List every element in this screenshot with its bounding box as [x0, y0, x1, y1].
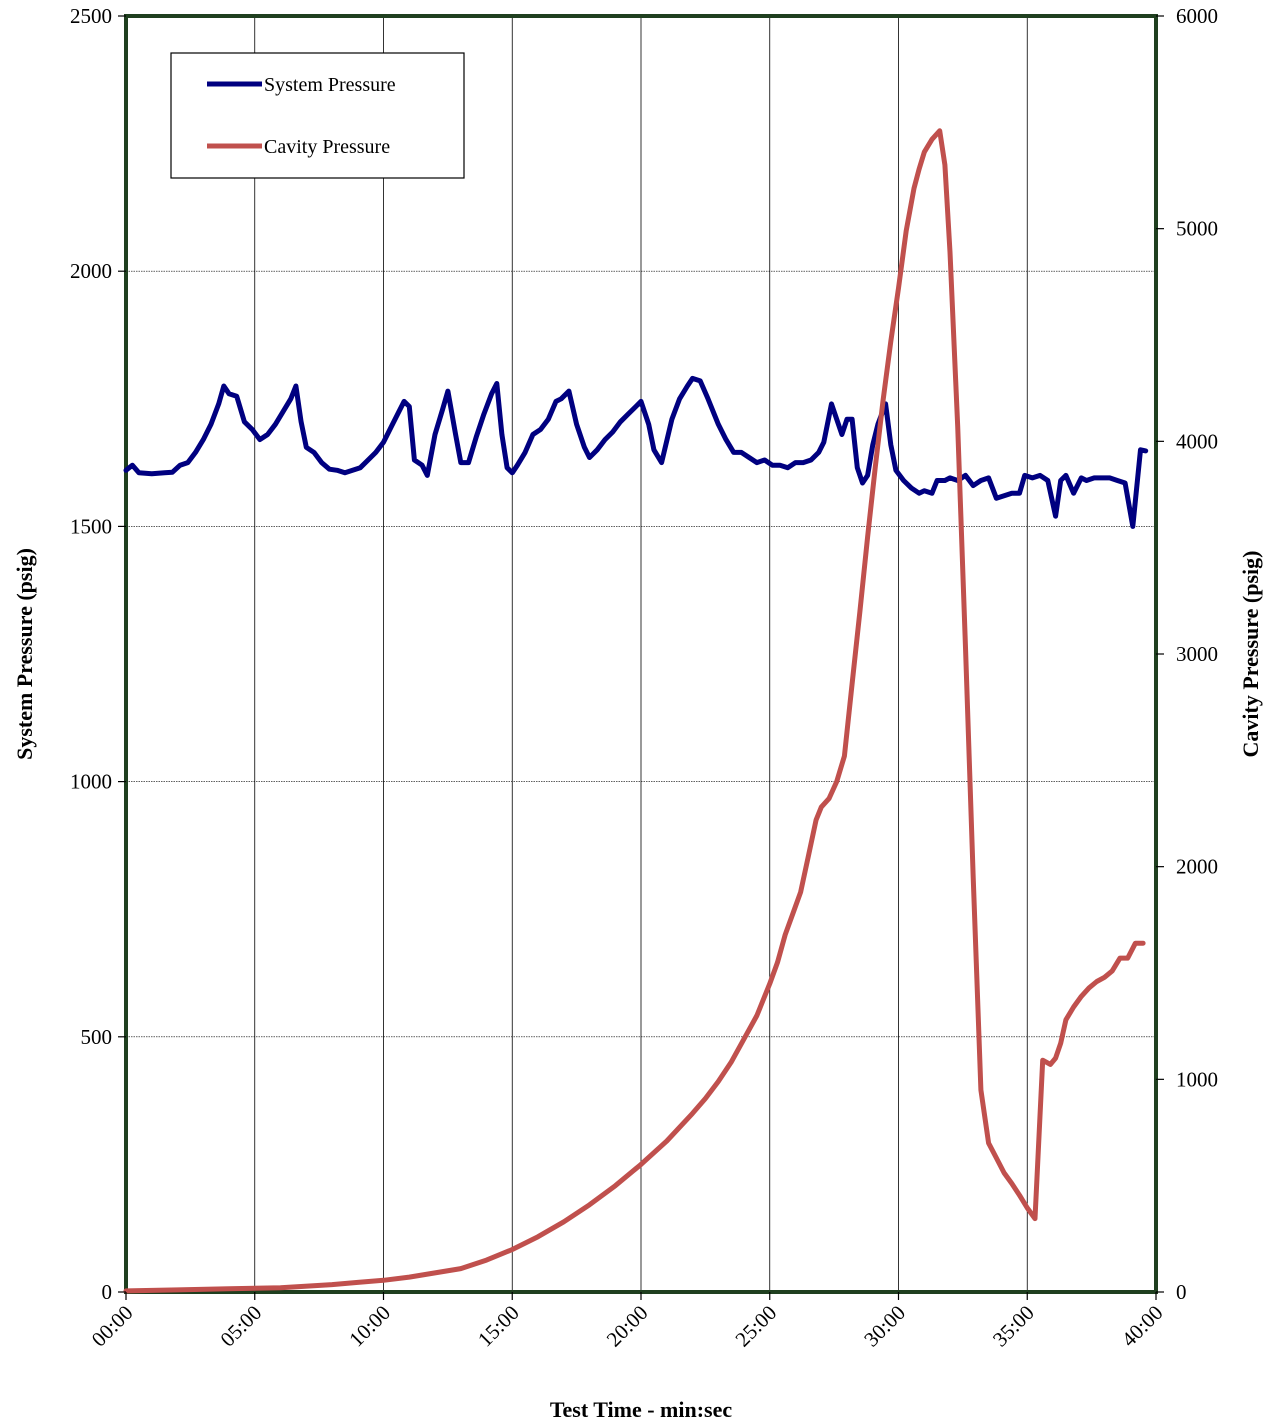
right-tick-label: 5000	[1176, 217, 1218, 241]
x-tick-label: 15:00	[473, 1301, 524, 1352]
right-tick-label: 6000	[1176, 4, 1218, 28]
right-axis-ticks: 0 1000 2000 3000 4000 5000 6000	[1156, 4, 1218, 1304]
right-tick-label: 0	[1176, 1280, 1187, 1304]
left-axis-ticks: 0 500 1000 1500 2000 2500	[70, 4, 126, 1304]
left-tick-label: 2000	[70, 259, 112, 283]
x-tick-label: 30:00	[859, 1301, 910, 1352]
x-tick-label: 20:00	[602, 1301, 653, 1352]
x-tick-label: 35:00	[988, 1301, 1039, 1352]
x-tick-label: 40:00	[1117, 1301, 1168, 1352]
right-tick-label: 3000	[1176, 642, 1218, 666]
left-tick-label: 2500	[70, 4, 112, 28]
right-tick-label: 1000	[1176, 1067, 1218, 1091]
right-tick-label: 4000	[1176, 429, 1218, 453]
legend: System Pressure Cavity Pressure	[170, 52, 465, 179]
x-tick-label: 10:00	[344, 1301, 395, 1352]
left-tick-label: 1500	[70, 514, 112, 538]
left-tick-label: 500	[81, 1025, 113, 1049]
left-tick-label: 1000	[70, 770, 112, 794]
legend-label-cavity-pressure: Cavity Pressure	[264, 136, 390, 158]
grid-lines	[126, 16, 1156, 1292]
x-axis-title: Test Time - min:sec	[550, 1397, 733, 1422]
x-tick-label: 00:00	[87, 1301, 138, 1352]
series-layer	[123, 128, 1149, 1294]
right-axis-title: Cavity Pressure (psig)	[1238, 551, 1263, 758]
legend-box	[170, 52, 465, 179]
x-axis-ticks: 00:00 05:00 10:00 15:00 20:00 25:00 30:00 35:00…	[87, 1292, 1168, 1351]
left-tick-label: 0	[102, 1280, 113, 1304]
right-tick-label: 2000	[1176, 855, 1218, 879]
x-tick-label: 05:00	[215, 1301, 266, 1352]
x-tick-label: 25:00	[730, 1301, 781, 1352]
legend-label-system-pressure: System Pressure	[264, 74, 396, 96]
series-line-cavity-pressure	[123, 128, 1146, 1294]
left-axis-title: System Pressure (psig)	[12, 548, 37, 760]
series-line-system-pressure	[123, 375, 1149, 529]
